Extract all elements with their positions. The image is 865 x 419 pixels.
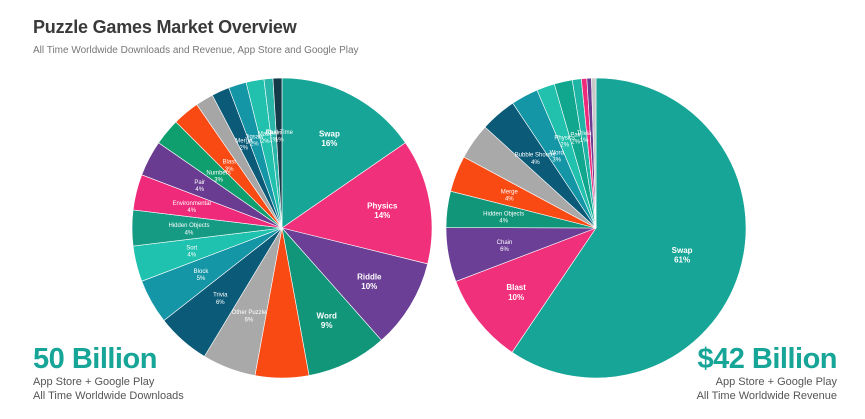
downloads-slice-riddle-2	[281, 227, 429, 341]
downloads-label-riddle: Riddle	[357, 273, 382, 282]
revenue-value-swap: 61%	[674, 256, 690, 265]
downloads-value-other-puzzle: 6%	[245, 317, 254, 323]
downloads-label-pair: Pair	[194, 180, 205, 186]
downloads-value-maze: 2%	[261, 139, 270, 145]
revenue-value-pair: 2%	[571, 140, 580, 146]
downloads-value-real-time: 1%	[275, 137, 284, 143]
downloads-slice-swap-0	[281, 77, 406, 229]
revenue-label-trivia: Trivia	[577, 131, 592, 137]
downloads-value-blast: 3%	[225, 167, 234, 173]
downloads-total: 50 Billion	[33, 343, 157, 375]
revenue-label-bubble-shooter: Bubble Shooter	[515, 153, 556, 159]
downloads-value-environmental: 4%	[187, 208, 196, 214]
downloads-value-jigsaw: 2%	[250, 142, 259, 148]
revenue-label-hidden-objects: Hidden Objects	[483, 212, 524, 218]
revenue-label-word: Word	[550, 151, 564, 157]
downloads-value-riddle: 10%	[361, 282, 377, 291]
revenue-label-swap: Swap	[672, 246, 693, 255]
downloads-slice-physics-1	[281, 142, 433, 265]
downloads-label-word: Word	[317, 312, 337, 321]
downloads-label-block: Block	[194, 269, 210, 275]
downloads-label-trivia: Trivia	[213, 293, 228, 299]
revenue-slice-swap-0	[511, 77, 747, 379]
downloads-value-chain: 1%	[269, 138, 278, 144]
downloads-label-environmental: Environmental	[173, 201, 211, 207]
revenue-label-chain: Chain	[497, 240, 513, 246]
downloads-value-block: 5%	[197, 276, 206, 282]
downloads-value-hidden-objects: 4%	[185, 230, 194, 236]
downloads-label-blast: Blast	[223, 160, 237, 166]
downloads-source: App Store + Google Play	[33, 376, 155, 388]
revenue-label-merge: Merge	[501, 189, 519, 195]
downloads-label-real-time: Real-Time	[265, 130, 293, 136]
downloads-value-pair: 4%	[195, 187, 204, 193]
page-subtitle: All Time Worldwide Downloads and Revenue…	[33, 45, 359, 56]
downloads-label-swap: Swap	[319, 130, 340, 139]
downloads-label-sort: Sort	[186, 245, 197, 251]
revenue-value-chain: 6%	[500, 247, 509, 253]
downloads-label-hidden-objects: Hidden Objects	[168, 223, 209, 229]
downloads-value-numbers: 3%	[214, 178, 223, 184]
downloads-value-swap: 16%	[321, 139, 337, 148]
revenue-caption: All Time Worldwide Revenue	[696, 390, 837, 402]
revenue-value-trivia: 1%	[580, 138, 589, 144]
downloads-label-chain: Chain	[266, 131, 282, 137]
downloads-value-merge: 2%	[239, 146, 248, 152]
downloads-value-word: 9%	[321, 321, 333, 330]
revenue-value-physics: 2%	[560, 143, 569, 149]
downloads-slice-real-time-19	[272, 77, 283, 229]
revenue-slice-blast-1	[455, 227, 597, 353]
downloads-caption: All Time Worldwide Downloads	[33, 390, 184, 402]
revenue-source: App Store + Google Play	[715, 376, 837, 388]
downloads-summary: 50 Billion App Store + Google Play All T…	[33, 343, 184, 403]
revenue-value-bubble-shooter: 4%	[531, 160, 540, 166]
downloads-label-merge: Merge	[235, 138, 253, 144]
downloads-value-physics: 14%	[374, 211, 390, 220]
revenue-value-word: 3%	[552, 158, 561, 164]
revenue-label-pair: Pair	[570, 132, 581, 138]
revenue-summary: $42 Billion App Store + Google Play All …	[696, 343, 838, 403]
downloads-value-trivia: 6%	[216, 300, 225, 306]
revenue-value-blast: 10%	[508, 293, 524, 302]
downloads-label-jigsaw: Jigsaw	[245, 134, 264, 140]
downloads-label-maze: Maze	[258, 132, 273, 138]
downloads-label-other-puzzle: Other Puzzle	[232, 310, 267, 316]
revenue-value-hidden-objects: 4%	[499, 219, 508, 225]
downloads-value-sort: 4%	[187, 253, 196, 259]
revenue-total: $42 Billion	[697, 343, 837, 375]
revenue-slice-unlabeled-13	[591, 77, 597, 229]
revenue-value-merge: 4%	[505, 197, 514, 203]
revenue-label-blast: Blast	[506, 283, 526, 292]
downloads-label-numbers: Numbers	[206, 170, 230, 176]
downloads-label-physics: Physics	[367, 201, 398, 210]
revenue-label-physics: Physics	[554, 136, 575, 142]
page-title: Puzzle Games Market Overview	[33, 17, 297, 37]
